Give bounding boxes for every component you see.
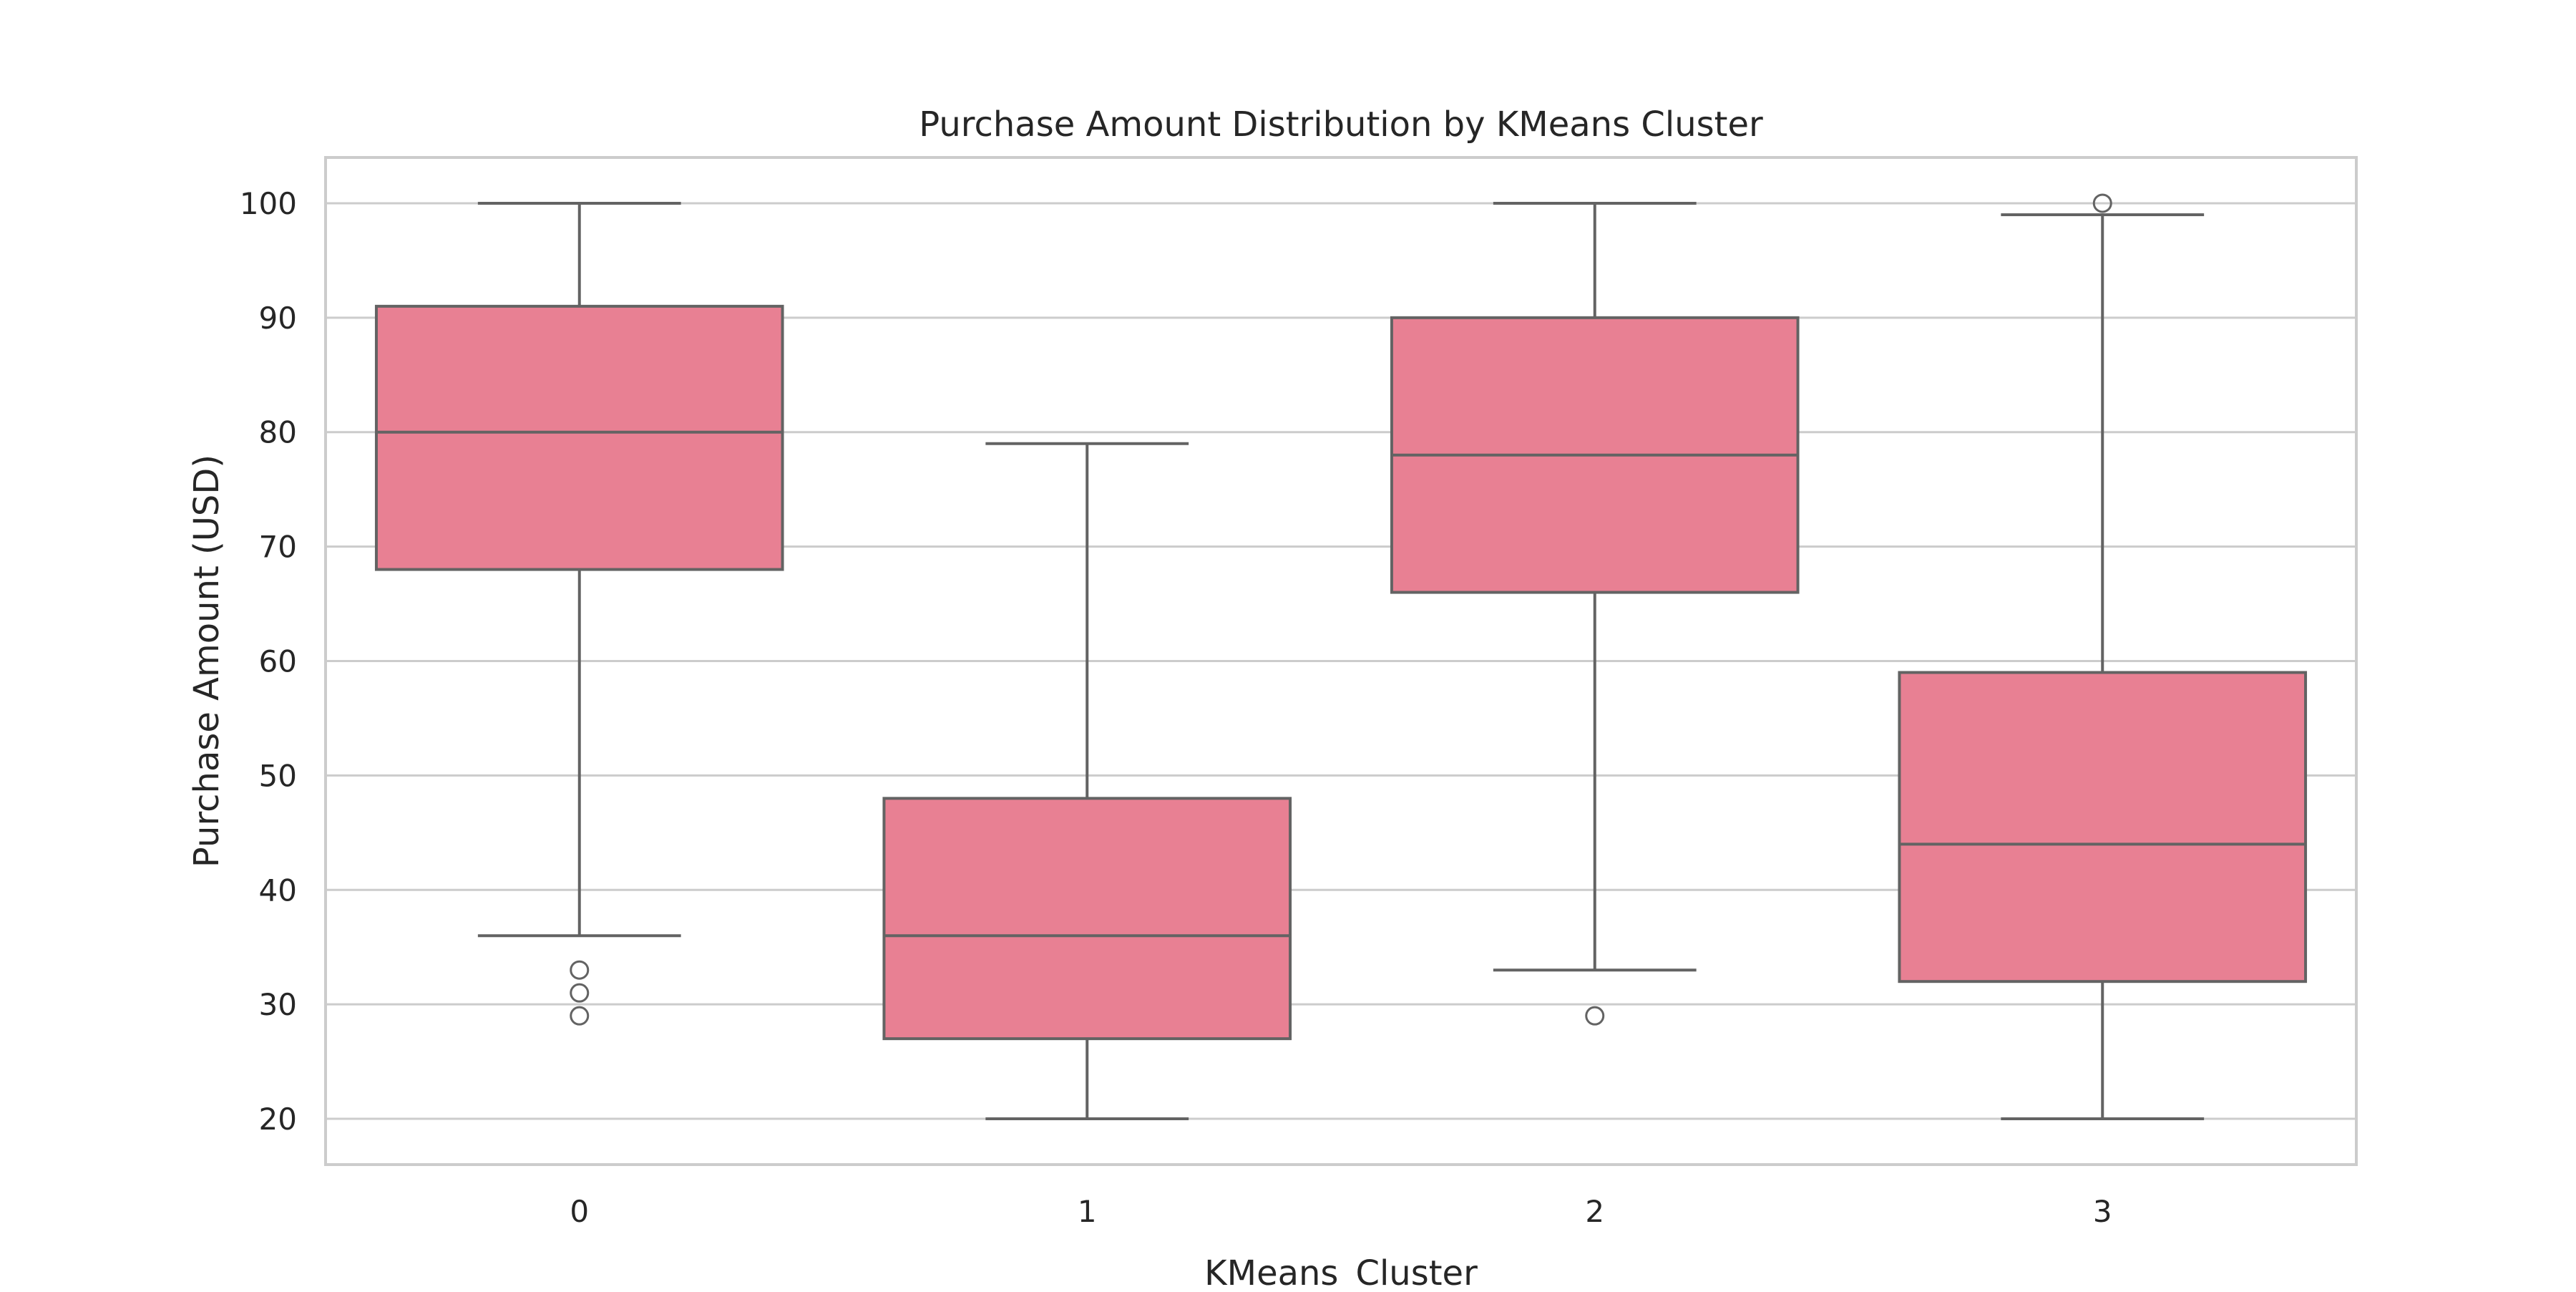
outlier-point	[570, 1006, 590, 1026]
x-tick-label: 2	[1585, 1194, 1604, 1229]
y-tick-label: 30	[259, 987, 297, 1022]
x-axis-ticks: 0 1 2 3	[570, 1194, 2112, 1229]
outlier-point	[2092, 193, 2112, 213]
x-tick-label: 3	[2093, 1194, 2112, 1229]
box-group-cluster-0	[374, 201, 784, 1026]
y-tick-label: 90	[259, 301, 297, 336]
box-group-cluster-2	[1390, 201, 1800, 1026]
y-tick-label: 50	[259, 758, 297, 793]
iqr-box	[374, 304, 784, 571]
chart-title: Purchase Amount Distribution by KMeans C…	[919, 105, 1763, 145]
x-tick-label: 1	[1078, 1194, 1097, 1229]
x-axis-title: KMeans_Cluster	[1204, 1253, 1478, 1288]
iqr-box	[882, 797, 1292, 1041]
outlier-point	[570, 983, 590, 1003]
plot-area-frame	[324, 156, 2358, 1166]
y-tick-label: 40	[259, 873, 297, 908]
y-tick-label: 80	[259, 415, 297, 450]
y-tick-label: 20	[259, 1102, 297, 1137]
y-tick-label: 100	[240, 186, 297, 221]
y-tick-label: 60	[259, 644, 297, 679]
box-series	[374, 193, 2308, 1121]
box-group-cluster-1	[882, 442, 1292, 1121]
outlier-point	[1585, 1006, 1605, 1026]
x-tick-label: 0	[570, 1194, 589, 1229]
y-axis-ticks: 20 30 40 50 60 70 80 90 100	[240, 186, 297, 1137]
box-group-cluster-3	[1898, 193, 2308, 1121]
y-axis-title: Purchase Amount (USD)	[187, 455, 227, 868]
y-tick-label: 70	[259, 530, 297, 565]
outlier-point	[570, 960, 590, 980]
iqr-box	[1898, 671, 2308, 983]
